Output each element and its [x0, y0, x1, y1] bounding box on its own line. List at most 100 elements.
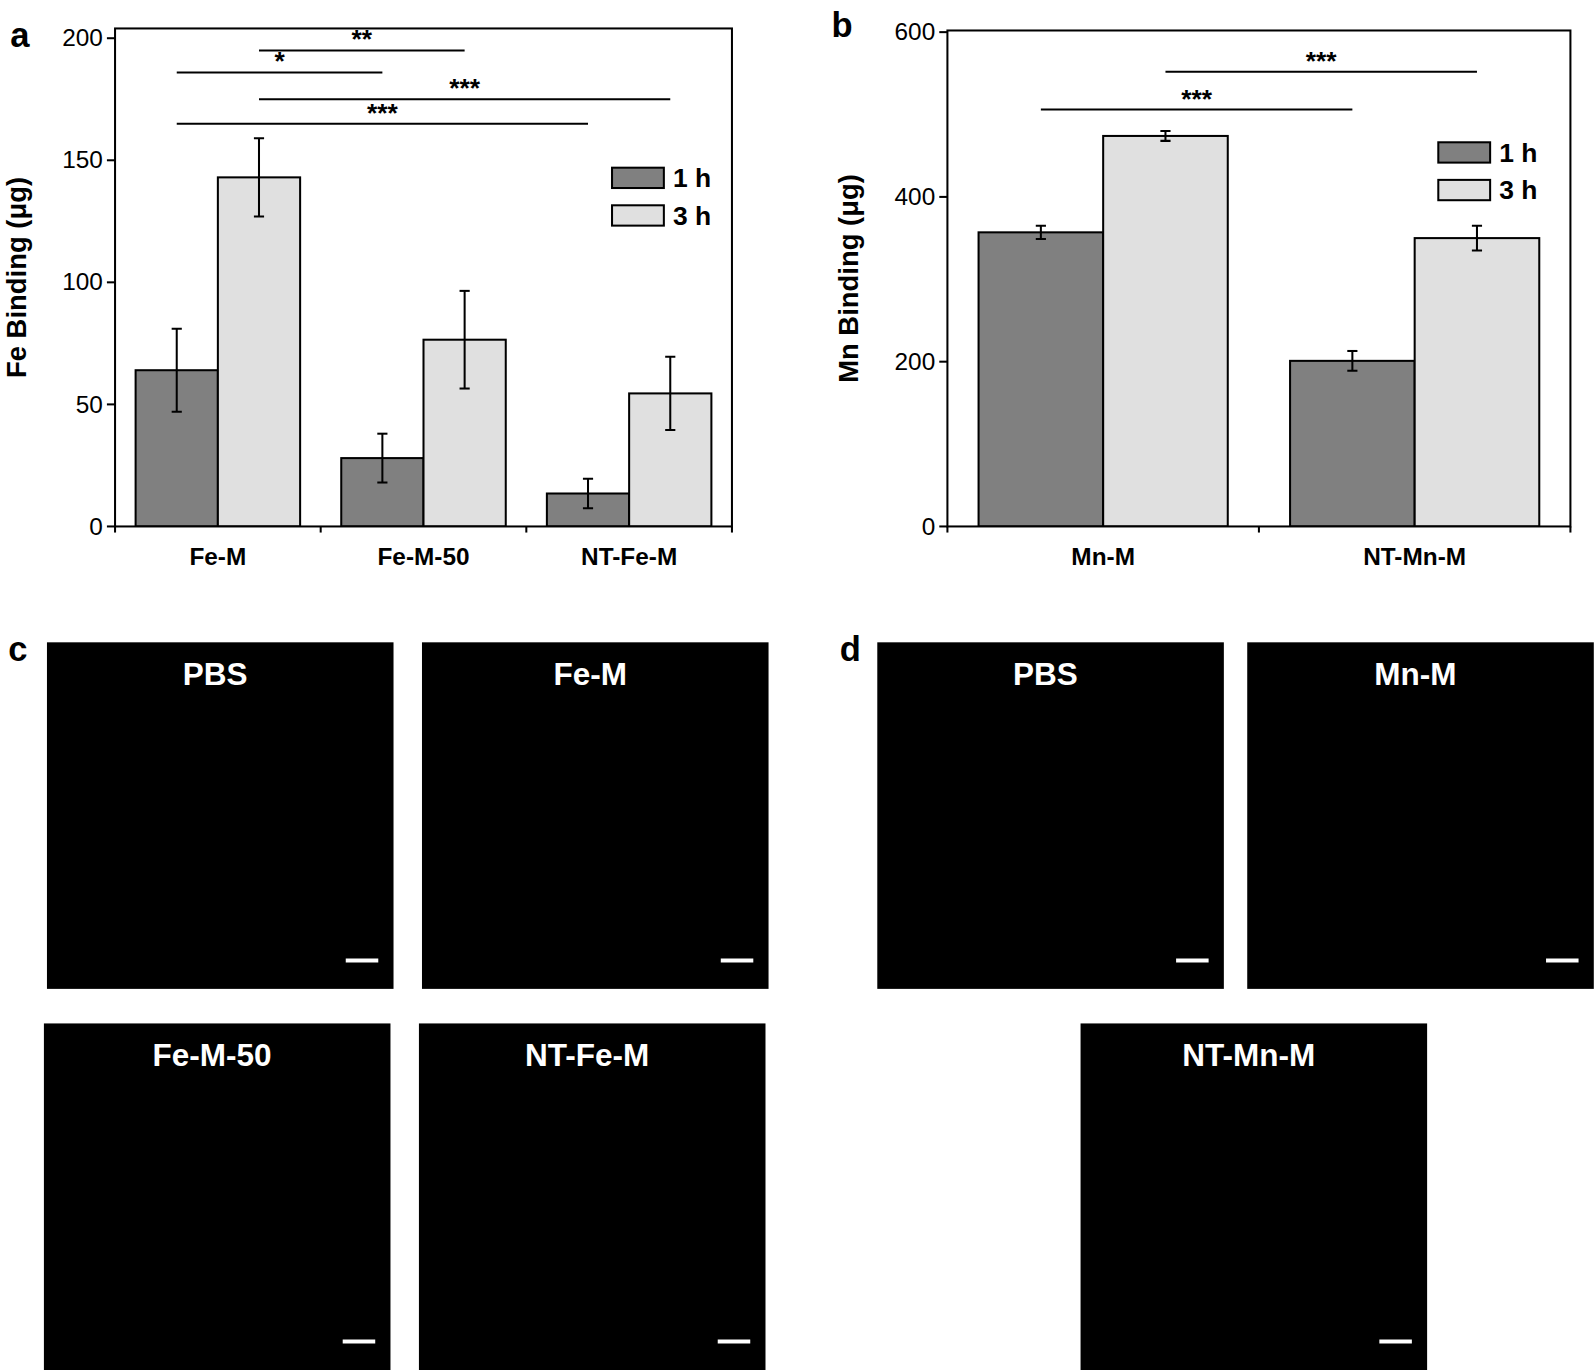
significance-label: ***: [1306, 46, 1338, 76]
y-axis-title: Fe Binding (μg): [1, 177, 32, 378]
error-stem: [1476, 226, 1478, 251]
marks: [136, 138, 712, 526]
micrograph: [419, 1023, 766, 1370]
error-cap: [1036, 225, 1046, 227]
legend-label: 1 h: [1499, 138, 1537, 168]
error-cap: [1036, 238, 1046, 240]
legend-swatch: [612, 168, 664, 188]
micrograph: [877, 642, 1224, 989]
error-stem: [176, 329, 178, 412]
error-cap: [377, 433, 387, 435]
error-stem: [464, 291, 466, 389]
significance-label: *: [274, 46, 285, 76]
micrograph: [44, 1023, 391, 1370]
y-tick: [939, 31, 947, 33]
error-bar: [1347, 351, 1357, 371]
error-cap: [583, 478, 593, 480]
error-bar: [254, 138, 264, 216]
x-tick-label: Mn-M: [1071, 543, 1135, 570]
x-tick-label: Fe-M: [189, 543, 246, 570]
x-tick: [525, 526, 527, 532]
error-cap: [172, 328, 182, 330]
error-stem: [381, 434, 383, 483]
y-tick: [107, 281, 115, 283]
x-tick-label: NT-Fe-M: [581, 543, 677, 570]
error-stem: [587, 479, 589, 508]
x-tick: [1569, 526, 1571, 532]
error-bar: [1036, 226, 1046, 239]
y-tick: [939, 196, 947, 198]
error-bar: [460, 291, 470, 389]
significance-label: ***: [449, 73, 481, 103]
error-stem: [1164, 131, 1166, 141]
image-panel: d PBS Mn-M NT-Mn-M: [840, 630, 1594, 1370]
error-cap: [460, 290, 470, 292]
x-tick: [946, 526, 948, 532]
scale-bar: [343, 1340, 376, 1344]
bar: [1103, 136, 1228, 527]
error-cap: [1347, 350, 1357, 352]
y-tick-label: 150: [62, 146, 103, 173]
marks: [979, 131, 1540, 526]
image-panel: cPBSFe-MFe-M-50NT-Fe-M: [8, 630, 768, 1370]
x-tick: [114, 526, 116, 532]
chart: a050100150200Fe-MFe-M-50NT-Fe-MFe Bindin…: [1, 16, 732, 570]
x-tick-label: Fe-M-50: [377, 543, 469, 570]
micrograph: [422, 642, 769, 989]
panel-label: c: [8, 630, 27, 668]
error-cap: [460, 388, 470, 390]
error-bar: [1472, 226, 1482, 251]
legend-swatch: [1438, 142, 1490, 162]
error-cap: [172, 411, 182, 413]
bar: [1415, 238, 1540, 526]
micrograph-label: Fe-M-50: [153, 1037, 272, 1073]
error-cap: [254, 137, 264, 139]
significance-label: **: [352, 24, 373, 54]
micrograph-label: PBS: [1013, 656, 1078, 692]
error-stem: [1351, 351, 1353, 371]
scale-bar: [1546, 958, 1579, 962]
y-tick: [107, 37, 115, 39]
error-cap: [665, 356, 675, 358]
significance-label: ***: [367, 98, 399, 128]
error-cap: [1472, 225, 1482, 227]
y-tick-label: 0: [922, 513, 936, 540]
error-bar: [583, 479, 593, 508]
scale-bar: [721, 958, 754, 962]
y-tick-label: 200: [62, 24, 103, 51]
significance-label: ***: [1181, 84, 1213, 114]
figure: a050100150200Fe-MFe-M-50NT-Fe-MFe Bindin…: [0, 0, 1594, 1370]
x-tick: [320, 526, 322, 532]
y-tick: [107, 159, 115, 161]
bar: [218, 177, 300, 526]
error-cap: [254, 215, 264, 217]
chart: b0200400600Mn-MNT-Mn-MMn Binding (μg)1 h…: [832, 6, 1571, 570]
legend-label: 3 h: [1499, 175, 1537, 205]
x-tick: [1258, 526, 1260, 532]
error-stem: [669, 357, 671, 430]
micrograph: [1081, 1023, 1428, 1370]
y-tick: [939, 525, 947, 527]
micrograph-label: Mn-M: [1374, 656, 1456, 692]
background: [0, 0, 1594, 1370]
plot-frame: [115, 28, 732, 526]
micrograph-label: PBS: [183, 656, 248, 692]
scale-bar: [346, 958, 379, 962]
y-tick: [107, 525, 115, 527]
error-stem: [1040, 226, 1042, 239]
x-tick: [731, 526, 733, 532]
panel-label: d: [840, 630, 861, 668]
bar: [979, 232, 1104, 526]
y-tick-label: 600: [895, 18, 936, 45]
y-axis-title: Mn Binding (μg): [833, 174, 864, 383]
micrograph-label: Fe-M: [553, 656, 627, 692]
legend-label: 1 h: [673, 163, 711, 193]
error-cap: [665, 429, 675, 431]
error-cap: [1160, 140, 1170, 142]
y-tick-label: 0: [89, 513, 103, 540]
legend-swatch: [612, 205, 664, 225]
scale-bar: [718, 1340, 751, 1344]
micrograph: [1247, 642, 1594, 989]
scale-bar: [1379, 1340, 1412, 1344]
micrograph-label: NT-Mn-M: [1182, 1037, 1315, 1073]
